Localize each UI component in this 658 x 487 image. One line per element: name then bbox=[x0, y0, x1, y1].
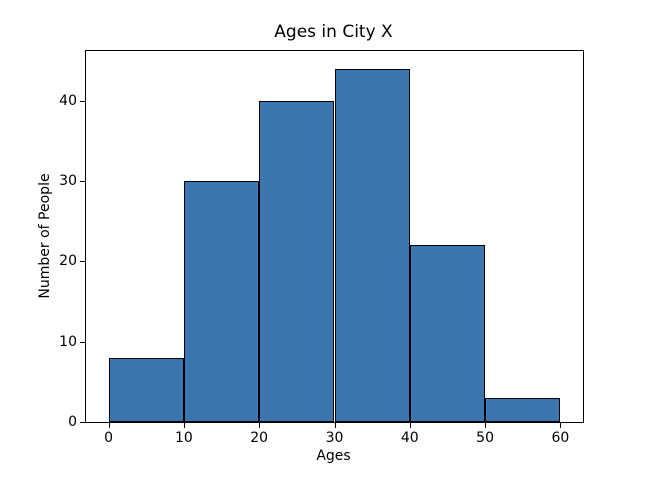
x-tick-label: 50 bbox=[476, 430, 495, 446]
y-axis-label: Number of People bbox=[37, 173, 53, 299]
histogram-bar bbox=[108, 357, 184, 422]
plot-area bbox=[85, 50, 584, 423]
y-tick-mark bbox=[80, 341, 85, 343]
histogram-bar bbox=[259, 100, 335, 422]
x-tick-mark bbox=[334, 423, 336, 428]
y-tick-label: 10 bbox=[59, 333, 77, 350]
y-tick-label: 20 bbox=[59, 253, 77, 270]
x-tick-label: 20 bbox=[250, 430, 269, 446]
y-tick-label: 0 bbox=[68, 414, 77, 430]
x-tick-label: 0 bbox=[104, 430, 114, 446]
histogram-bar bbox=[334, 68, 410, 422]
histogram-bar bbox=[183, 181, 260, 422]
x-tick-mark bbox=[560, 423, 562, 428]
y-tick-label: 30 bbox=[59, 173, 77, 190]
y-tick-label: 40 bbox=[59, 92, 77, 109]
histogram-bar bbox=[485, 397, 561, 422]
y-tick-mark bbox=[80, 261, 85, 263]
x-tick-mark bbox=[485, 423, 487, 428]
y-tick-mark bbox=[80, 100, 85, 102]
y-tick-mark bbox=[80, 181, 85, 183]
y-tick-mark bbox=[80, 422, 85, 423]
x-tick-mark bbox=[409, 423, 411, 428]
x-tick-label: 60 bbox=[551, 430, 570, 446]
chart-title: Ages in City X bbox=[274, 22, 393, 42]
histogram-bar bbox=[409, 245, 486, 422]
x-tick-label: 10 bbox=[174, 430, 193, 446]
x-tick-label: 40 bbox=[400, 430, 419, 446]
x-axis-label: Ages bbox=[316, 448, 351, 464]
x-tick-mark bbox=[183, 423, 185, 428]
x-tick-mark bbox=[259, 423, 261, 428]
x-tick-mark bbox=[108, 423, 110, 428]
x-tick-label: 30 bbox=[325, 430, 344, 446]
